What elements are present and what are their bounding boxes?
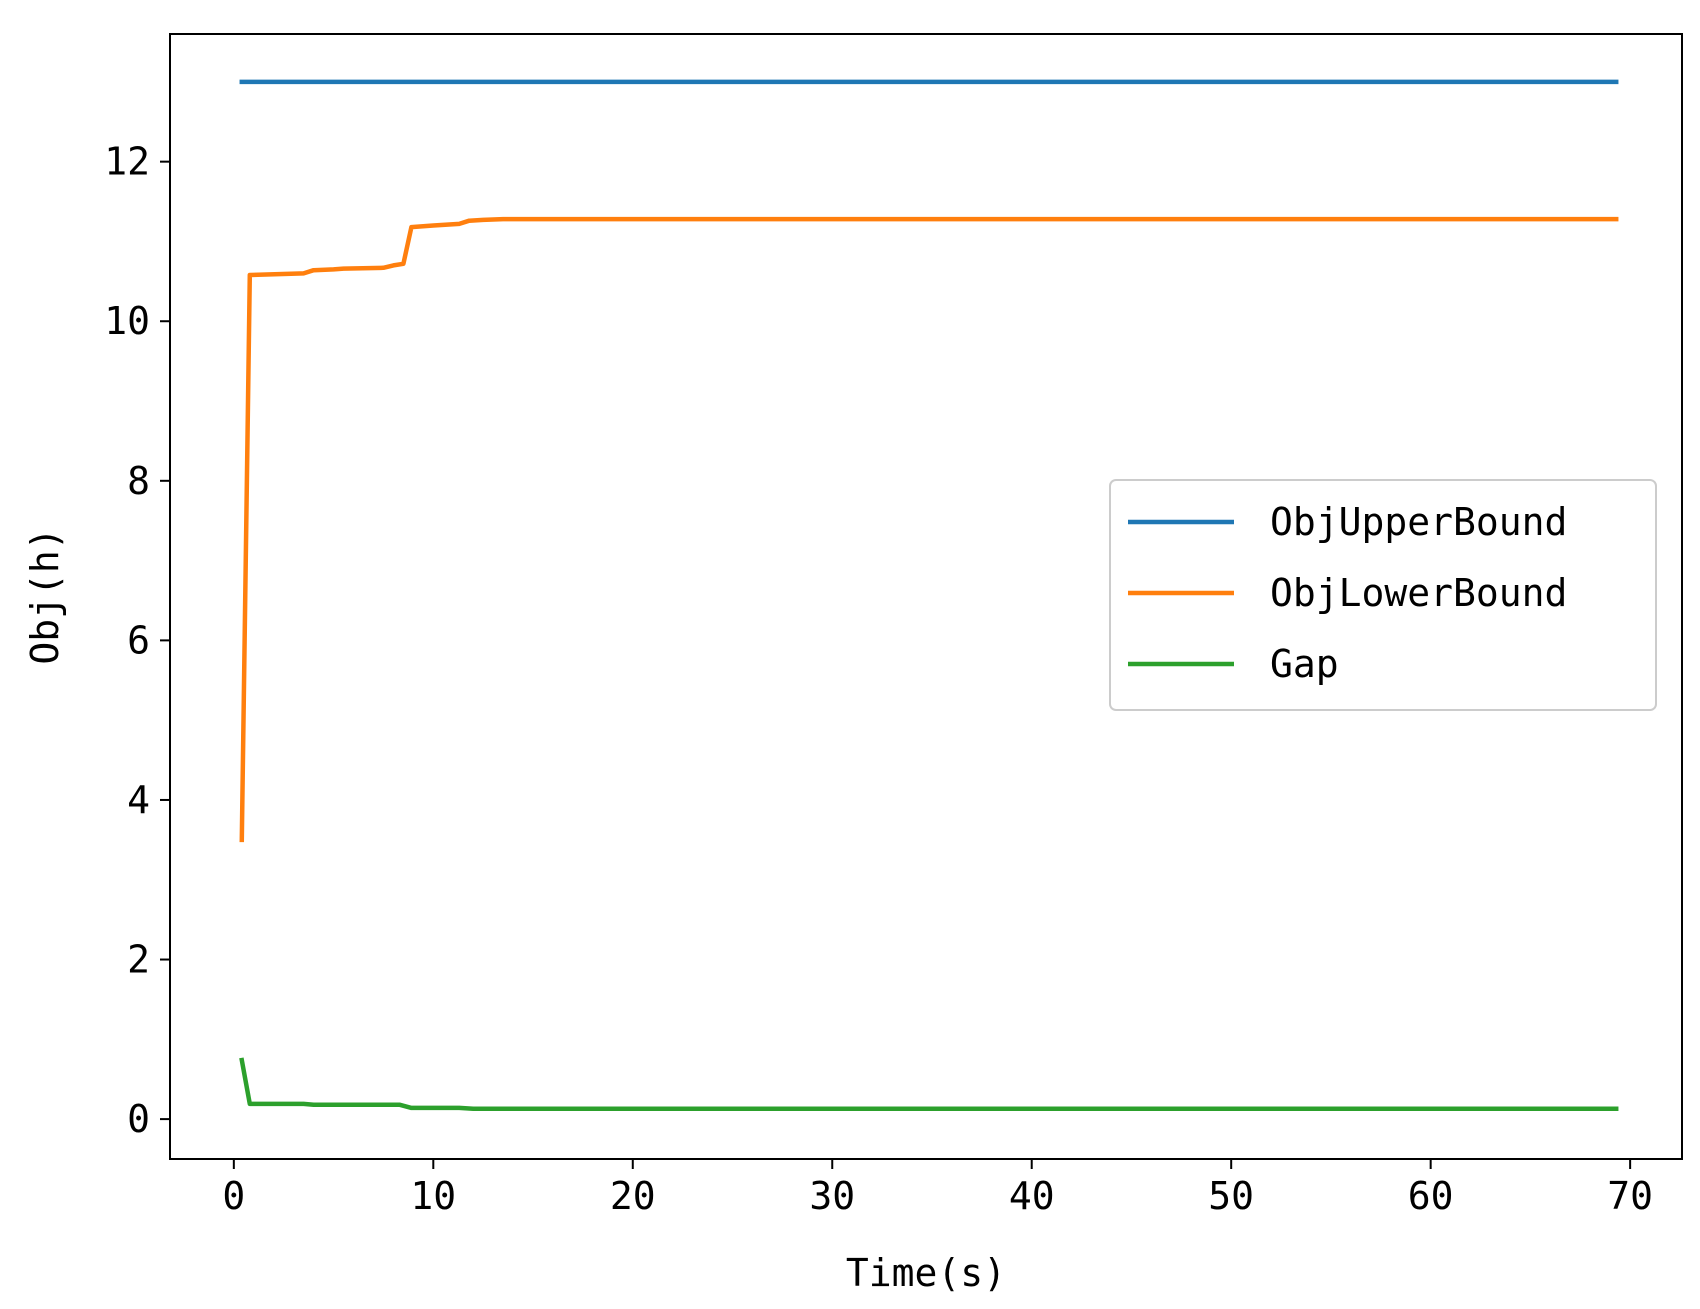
x-tick-label: 30 [809,1174,855,1218]
x-tick-label: 0 [222,1174,245,1218]
x-axis: 0 10 20 30 40 50 60 70 [222,1159,1653,1218]
y-tick-label: 6 [127,618,150,662]
y-axis: 0 2 4 6 8 10 12 [104,140,170,1141]
y-axis-label: Obj(h) [23,527,67,664]
series-line-1 [239,216,1619,843]
legend-label-0: ObjUpperBound [1270,500,1567,544]
y-tick-label: 10 [104,299,150,343]
y-tick-label: 4 [127,778,150,822]
legend: ObjUpperBound ObjLowerBound Gap [1109,479,1657,711]
y-tick-label: 8 [127,459,150,503]
y-tick-label: 12 [104,140,150,184]
legend-label-2: Gap [1270,642,1339,686]
x-tick-label: 60 [1408,1174,1454,1218]
x-tick-label: 50 [1208,1174,1254,1218]
legend-label-1: ObjLowerBound [1270,571,1567,615]
x-tick-label: 40 [1009,1174,1055,1218]
plot-frame [169,33,1683,1160]
series-line-2 [239,1057,1619,1111]
x-tick-label: 70 [1607,1174,1653,1218]
x-tick-label: 10 [410,1174,456,1218]
y-tick-label: 2 [127,938,150,982]
y-tick-label: 0 [127,1097,150,1141]
x-tick-label: 20 [610,1174,656,1218]
series-layer [239,79,1619,1111]
legend-box [1109,479,1657,711]
x-axis-label: Time(s) [846,1251,1006,1295]
